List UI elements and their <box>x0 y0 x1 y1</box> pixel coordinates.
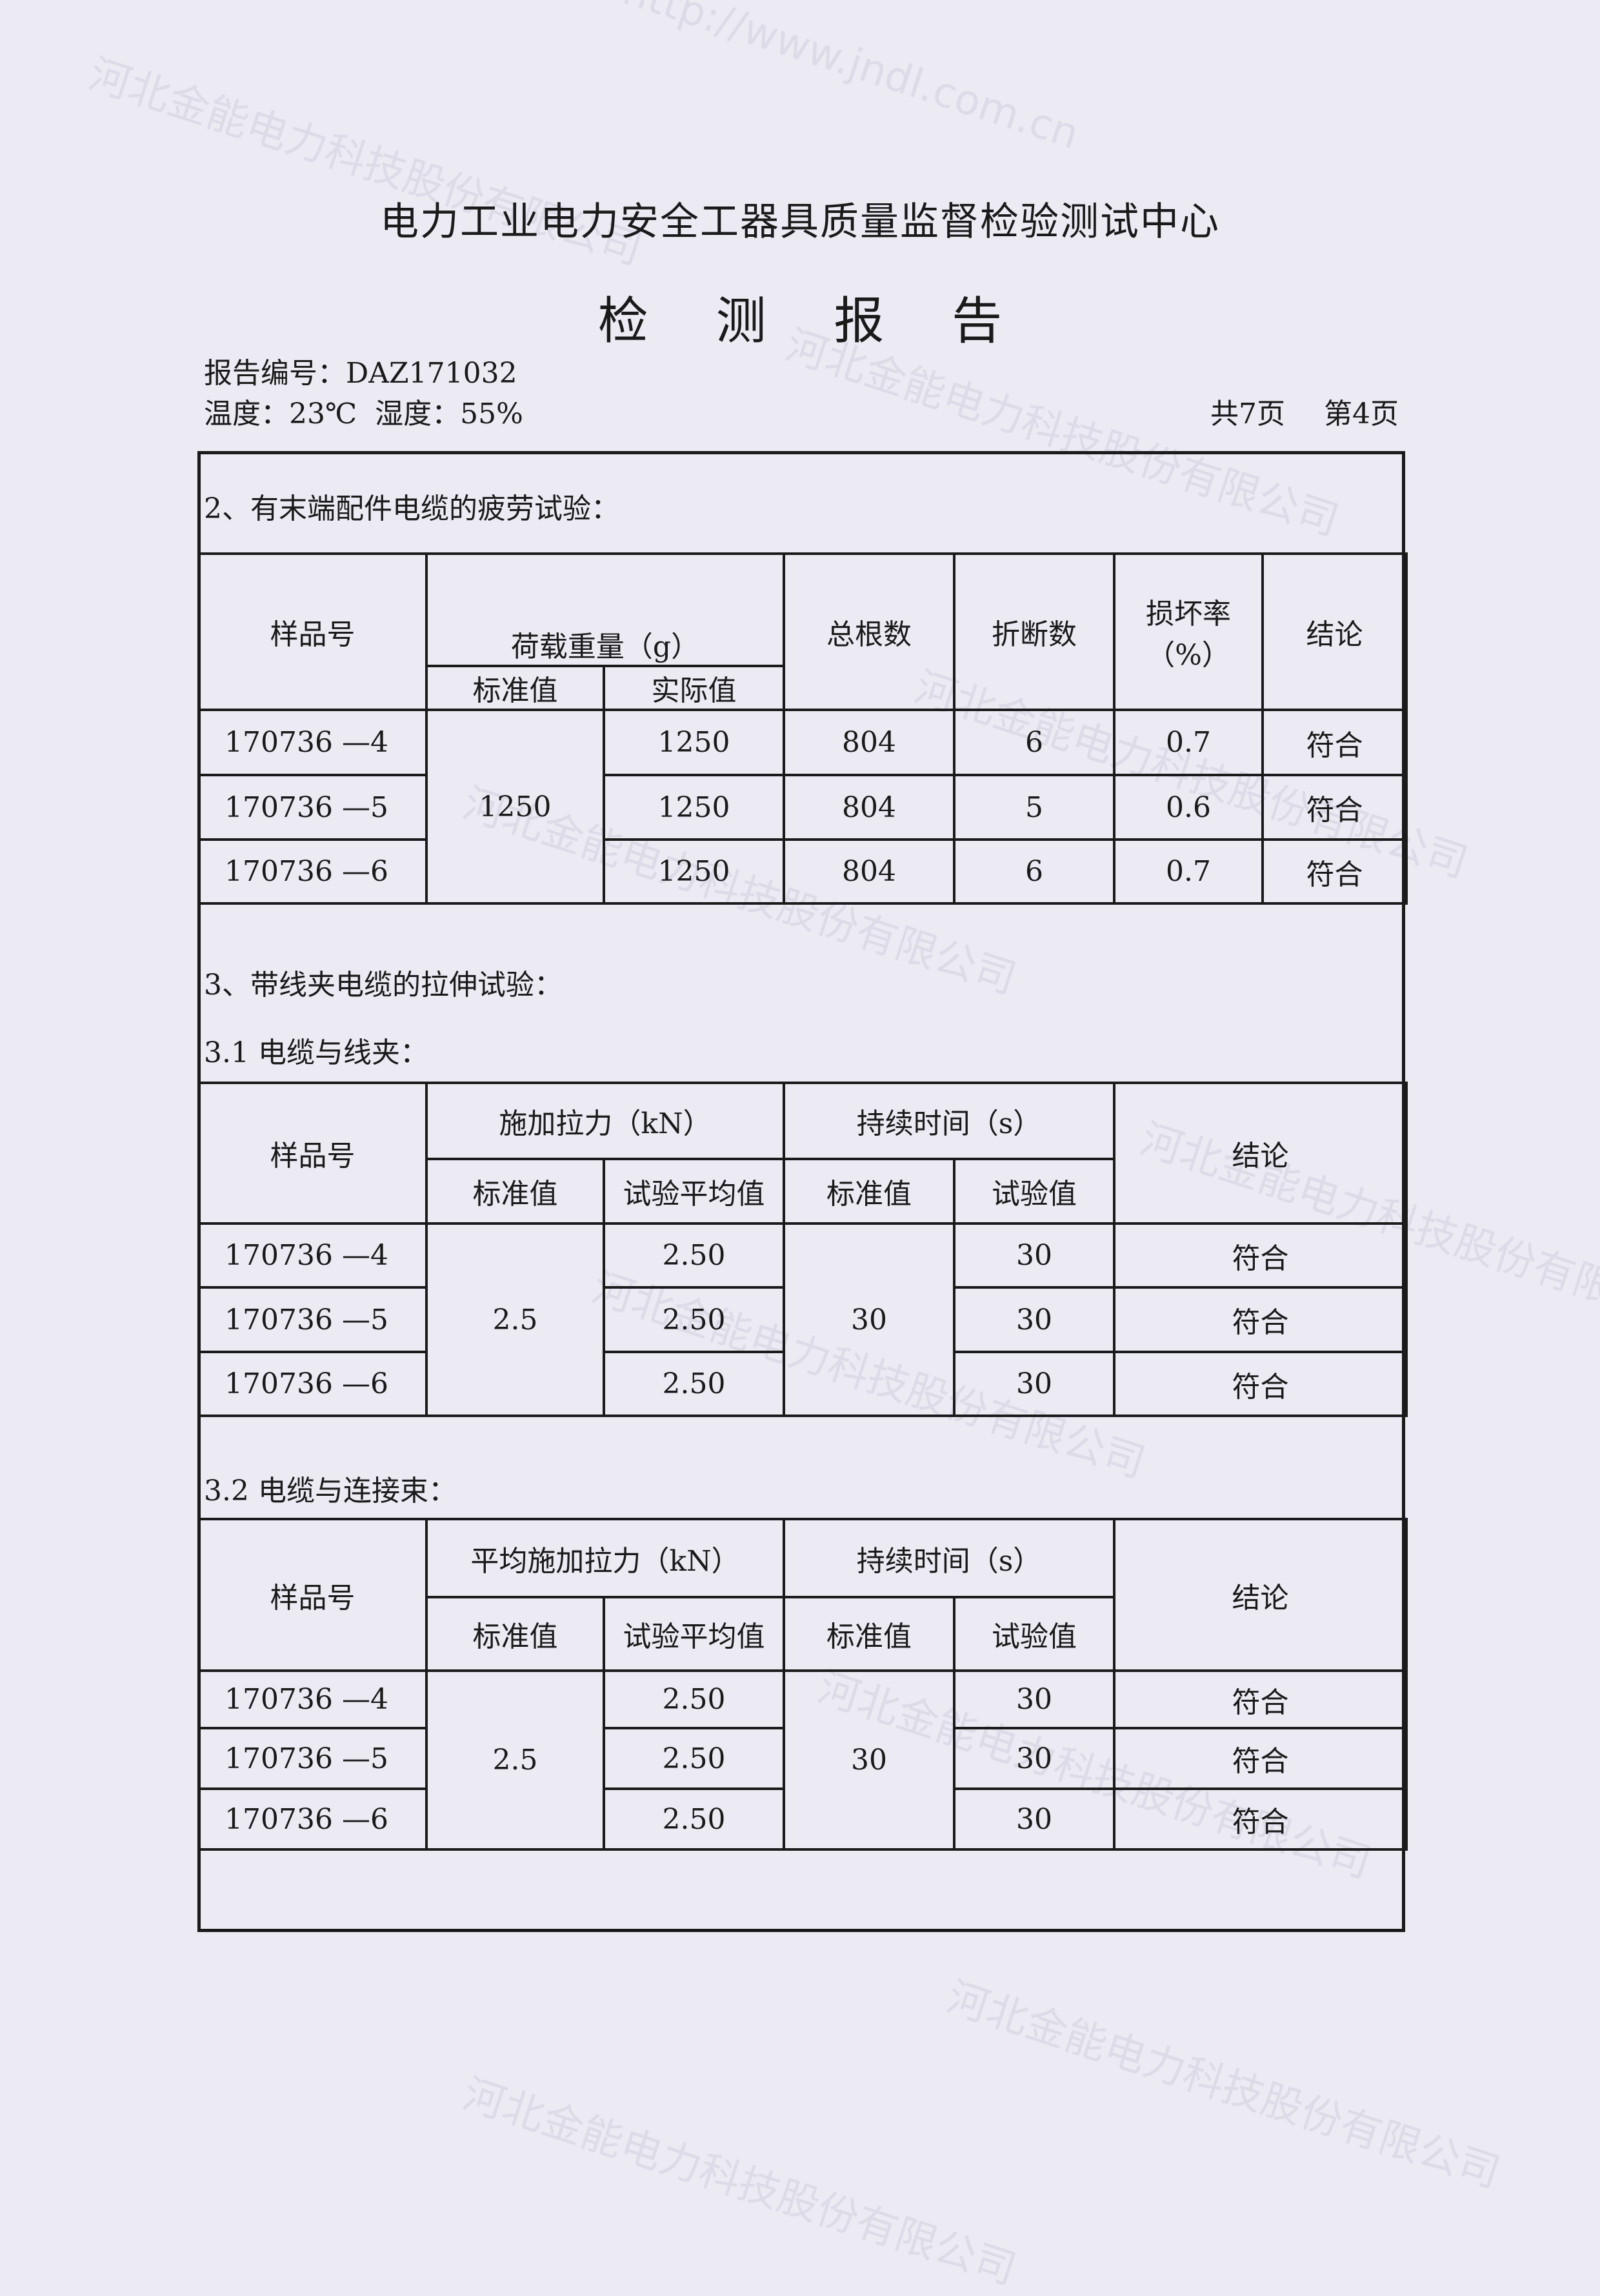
avg-cell: 2.50 <box>602 1351 786 1417</box>
time-std-cell: 30 <box>783 1222 956 1417</box>
force-std-cell: 2.5 <box>425 1669 605 1851</box>
result-cell: 符合 <box>1261 709 1408 776</box>
header-sample: 样品号 <box>197 552 428 711</box>
rate-cell: 0.7 <box>1113 838 1265 905</box>
std-cell: 1250 <box>425 709 605 905</box>
total-cell: 804 <box>783 709 956 776</box>
header-result: 结论 <box>1113 1082 1408 1225</box>
broken-cell: 6 <box>953 838 1116 905</box>
table-row: 170736 —6 1250 804 6 0.7 符合 <box>197 838 1408 905</box>
sample-cell: 170736 —6 <box>197 1787 428 1851</box>
broken-cell: 6 <box>953 709 1116 776</box>
sample-cell: 170736 —4 <box>197 709 428 776</box>
result-cell: 符合 <box>1113 1286 1408 1353</box>
report-title: 检 测 报 告 <box>597 292 1028 350</box>
total-cell: 804 <box>783 838 956 905</box>
header-time-std: 标准值 <box>783 1596 956 1672</box>
table-row: 170736 —5 2.50 30 符合 <box>197 1727 1408 1790</box>
header-time: 持续时间（s） <box>783 1082 1116 1160</box>
time-test-cell: 30 <box>953 1727 1116 1790</box>
header-avg: 试验平均值 <box>602 1596 786 1672</box>
time-test-cell: 30 <box>953 1286 1116 1353</box>
sample-cell: 170736 —6 <box>197 1351 428 1417</box>
sample-cell: 170736 —5 <box>197 1286 428 1353</box>
header-sample: 样品号 <box>197 1082 428 1225</box>
page-indicator: 共7页 第4页 <box>1172 390 1399 432</box>
result-cell: 符合 <box>1261 774 1408 841</box>
header-std: 标准值 <box>425 1158 605 1225</box>
header-std: 标准值 <box>425 665 605 711</box>
actual-cell: 1250 <box>602 709 786 776</box>
header-force: 平均施加拉力（kN） <box>425 1518 786 1598</box>
rate-cell: 0.7 <box>1113 709 1265 776</box>
header-actual: 实际值 <box>602 665 786 711</box>
broken-cell: 5 <box>953 774 1116 841</box>
table-row: 170736 —5 1250 804 5 0.6 符合 <box>197 774 1408 841</box>
table-row: 170736 —6 2.50 30 符合 <box>197 1351 1408 1417</box>
time-test-cell: 30 <box>953 1787 1116 1851</box>
header-total: 总根数 <box>783 552 956 711</box>
header-time-test: 试验值 <box>953 1596 1116 1672</box>
section-2-title: 2、有末端配件电缆的疲劳试验： <box>204 492 619 525</box>
header-result: 结论 <box>1261 552 1408 711</box>
header-rate: 损坏率（%） <box>1113 552 1265 711</box>
table-row: 170736 —6 2.50 30 符合 <box>197 1787 1408 1851</box>
result-cell: 符合 <box>1113 1787 1408 1851</box>
header-time-std: 标准值 <box>783 1158 956 1225</box>
report-number: 报告编号：DAZ171032 <box>204 357 517 390</box>
actual-cell: 1250 <box>602 838 786 905</box>
section-3-title: 3、带线夹电缆的拉伸试验： <box>204 969 563 1002</box>
total-pages: 共7页 <box>1210 398 1285 430</box>
force-std-cell: 2.5 <box>425 1222 605 1417</box>
avg-cell: 2.50 <box>602 1222 786 1289</box>
header-force: 施加拉力（kN） <box>425 1082 786 1160</box>
avg-cell: 2.50 <box>602 1286 786 1353</box>
table-row: 170736 —4 2.5 2.50 30 30 符合 <box>197 1669 1408 1851</box>
environment: 温度：23℃ 湿度：55% <box>204 398 523 430</box>
header-broken: 折断数 <box>953 552 1116 711</box>
time-test-cell: 30 <box>953 1669 1116 1729</box>
actual-cell: 1250 <box>602 774 786 841</box>
rate-cell: 0.6 <box>1113 774 1265 841</box>
watermark: 河北金能电力科技股份有限公司 <box>457 2070 1022 2295</box>
connector-tensile-table: 样品号 平均施加拉力（kN） 持续时间（s） 结论 标准值 试验平均值 标准值 试验值 17… <box>197 1518 1408 1851</box>
avg-cell: 2.50 <box>602 1727 786 1790</box>
time-std-cell: 30 <box>783 1669 956 1851</box>
sample-cell: 170736 —5 <box>197 774 428 841</box>
header-load: 荷载重量（g） <box>425 552 786 667</box>
current-page: 第4页 <box>1324 398 1399 430</box>
watermark: 河北金能电力科技股份有限公司 <box>941 1973 1506 2198</box>
header-std: 标准值 <box>425 1596 605 1672</box>
sample-cell: 170736 —4 <box>197 1222 428 1289</box>
avg-cell: 2.50 <box>602 1669 786 1729</box>
section-3-2-title: 3.2 电缆与连接束： <box>204 1475 457 1507</box>
table-row: 170736 —4 1250 1250 804 6 0.7 符合 <box>197 709 1408 905</box>
sample-cell: 170736 —4 <box>197 1669 428 1729</box>
result-cell: 符合 <box>1113 1727 1408 1790</box>
header-avg: 试验平均值 <box>602 1158 786 1225</box>
section-3-1-title: 3.1 电缆与线夹： <box>204 1036 428 1069</box>
header-sample: 样品号 <box>197 1518 428 1672</box>
avg-cell: 2.50 <box>602 1787 786 1851</box>
header-time: 持续时间（s） <box>783 1518 1116 1598</box>
time-test-cell: 30 <box>953 1222 1116 1289</box>
table-row: 170736 —5 2.50 30 符合 <box>197 1286 1408 1353</box>
sample-cell: 170736 —6 <box>197 838 428 905</box>
result-cell: 符合 <box>1113 1669 1408 1729</box>
time-test-cell: 30 <box>953 1351 1116 1417</box>
fatigue-test-table: 样品号 荷载重量（g） 总根数 折断数 损坏率（%） 结论 标准值 实际值 170736 —… <box>197 552 1408 905</box>
header-result: 结论 <box>1113 1518 1408 1672</box>
sample-cell: 170736 —5 <box>197 1727 428 1790</box>
watermark: http://www.jndl.com.cn <box>617 0 1085 159</box>
header-time-test: 试验值 <box>953 1158 1116 1225</box>
result-cell: 符合 <box>1113 1351 1408 1417</box>
total-cell: 804 <box>783 774 956 841</box>
result-cell: 符合 <box>1261 838 1408 905</box>
table-row: 170736 —4 2.5 2.50 30 30 符合 <box>197 1222 1408 1417</box>
org-title: 电力工业电力安全工器具质量监督检验测试中心 <box>380 199 1220 245</box>
clamp-tensile-table: 样品号 施加拉力（kN） 持续时间（s） 结论 标准值 试验平均值 标准值 试验值 1707… <box>197 1082 1408 1417</box>
result-cell: 符合 <box>1113 1222 1408 1289</box>
